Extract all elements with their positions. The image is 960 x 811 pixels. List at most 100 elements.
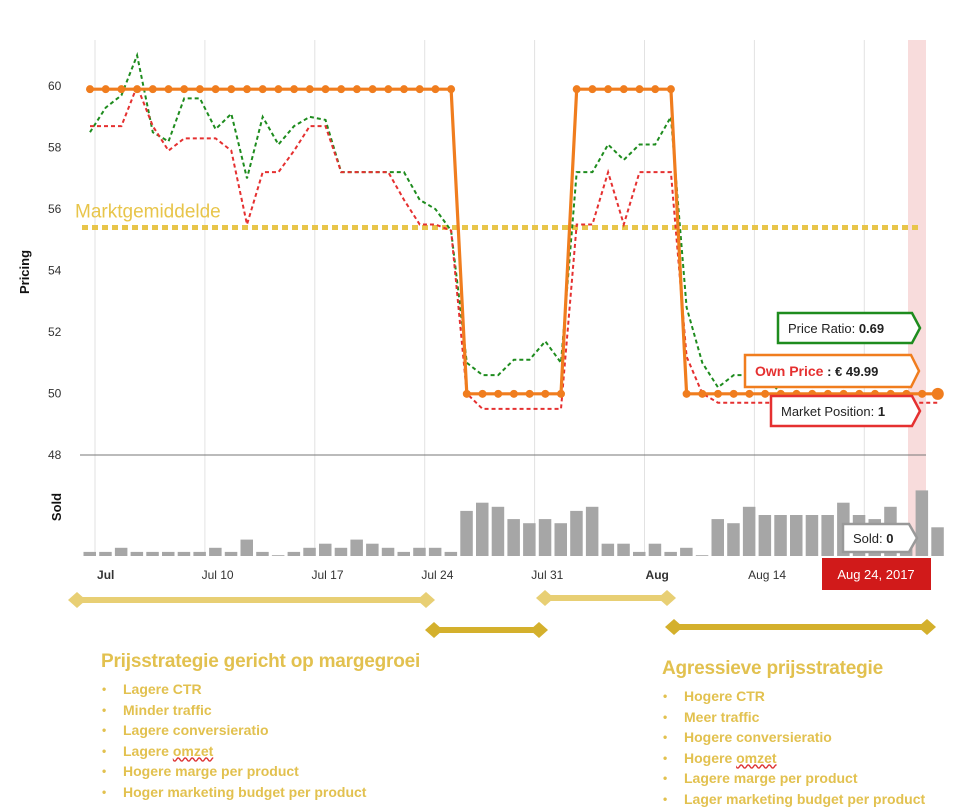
margin-strategy-title: Prijsstrategie gericht op margegroei xyxy=(101,651,421,672)
underlined-word: omzet xyxy=(172,742,214,759)
list-item: Hogere CTR xyxy=(663,686,952,707)
sold-bar xyxy=(774,515,787,556)
sold-bar xyxy=(240,539,253,556)
own-price-point xyxy=(133,85,142,94)
sold-bar xyxy=(350,539,363,556)
y-axis-ticks: 48 50 52 54 56 58 60 xyxy=(48,79,62,462)
sold-tooltip xyxy=(841,522,919,554)
sold-tooltip-text: Sold: 0 xyxy=(853,531,893,546)
y-tick-label: 50 xyxy=(48,387,62,401)
list-item: Hogere conversieratio xyxy=(663,727,952,748)
own-price-point xyxy=(557,389,565,398)
price-ratio-tooltip-part: 0.69 xyxy=(859,321,884,336)
list-item: Hogere omzet xyxy=(663,748,952,769)
own-price-point xyxy=(415,85,424,94)
x-axis-ticks: Jul Jul 10 Jul 17 Jul 24 Jul 31 Aug Aug 14 Aug … xyxy=(97,558,931,590)
sold-bar xyxy=(821,515,834,556)
strategy-arrow-aggressive-2-head-right xyxy=(918,619,936,635)
price-ratio-tooltip xyxy=(776,311,922,345)
strategy-arrow-margin-2-head-left xyxy=(536,590,554,606)
sold-bar xyxy=(444,551,458,556)
sold-bar xyxy=(695,555,709,556)
own-price-point xyxy=(682,389,691,398)
series-line-own-price xyxy=(90,87,938,396)
own-price-point xyxy=(462,389,471,398)
own-price-point xyxy=(509,389,518,398)
strategy-arrow-margin-2-head-right xyxy=(658,590,676,606)
sold-bar xyxy=(193,551,206,556)
own-price-point xyxy=(227,85,236,94)
sold-bar xyxy=(711,519,724,556)
x-tick-label: Jul 31 xyxy=(531,568,563,582)
sold-bar xyxy=(319,543,332,556)
market-average: Marktgemiddelde xyxy=(75,202,918,231)
x-tick-label: Aug xyxy=(646,568,669,582)
sold-tooltip-part: Sold: xyxy=(853,531,886,546)
sold-bar xyxy=(931,527,944,556)
own-price-point xyxy=(447,85,456,94)
own-price-point xyxy=(931,387,944,400)
own-price-point xyxy=(164,85,173,94)
own-price-point xyxy=(368,85,377,94)
own-price-tooltip-part: : € 49.99 xyxy=(823,364,878,379)
sold-bar xyxy=(491,506,505,556)
x-tick-label: Jul xyxy=(97,568,114,582)
list-item: Hogere marge per product xyxy=(102,761,521,782)
list-item: Minder traffic xyxy=(102,700,521,721)
y-tick-label: 54 xyxy=(48,264,62,278)
market-position-tooltip xyxy=(769,394,922,428)
aggressive-strategy-block: Agressieve prijsstrategie Hogere CTR Mee… xyxy=(662,658,952,809)
tooltips: Price Ratio: 0.69 Own Price : € 49.99 Mark… xyxy=(743,311,922,554)
own-price-point xyxy=(714,389,722,398)
strategy-arrow-margin-1-head-right xyxy=(417,592,435,608)
list-item: Hoger marketing budget per product xyxy=(102,782,521,803)
own-price-point xyxy=(541,389,550,398)
own-price-point xyxy=(494,389,503,398)
sold-bar xyxy=(177,551,191,556)
own-price-point xyxy=(698,389,707,398)
strategy-arrow-aggressive-1-head-right xyxy=(530,622,548,638)
sold-bar xyxy=(83,551,96,556)
sold-bar xyxy=(334,547,348,556)
sold-bar xyxy=(570,510,583,556)
market-position-tooltip-part: Market Position: xyxy=(781,404,878,419)
sold-bar xyxy=(680,547,693,556)
market-average-label: Marktgemiddelde xyxy=(75,202,221,223)
list-item: Lagere CTR xyxy=(102,679,521,700)
sold-bars xyxy=(83,490,944,556)
sold-bar xyxy=(114,547,128,556)
underlined-word: omzet xyxy=(736,749,777,766)
sold-bar xyxy=(271,555,285,556)
own-price-point xyxy=(431,85,440,94)
own-price-point xyxy=(635,85,644,94)
own-price-point xyxy=(400,85,408,94)
sold-bar xyxy=(648,543,662,556)
sold-bar xyxy=(366,543,379,556)
sold-bar xyxy=(633,551,646,556)
own-price-point xyxy=(258,85,267,94)
sold-bar xyxy=(397,551,410,556)
sold-bar xyxy=(146,551,159,556)
series-line-price-ratio xyxy=(89,51,938,395)
strategy-arrow-margin-1-head-left xyxy=(68,592,86,608)
own-price-point xyxy=(588,85,597,94)
sold-bar xyxy=(256,551,269,556)
y-tick-label: 60 xyxy=(48,79,62,93)
sold-bar xyxy=(601,543,615,556)
sold-bar xyxy=(507,519,520,556)
sold-bar xyxy=(664,551,677,556)
list-item-text: Lagere xyxy=(123,742,173,759)
own-price-point xyxy=(745,389,754,398)
sold-bar xyxy=(99,551,112,556)
sold-bar xyxy=(727,523,740,556)
y-tick-label: 48 xyxy=(48,448,62,462)
aggressive-strategy-title: Agressieve prijsstrategie xyxy=(662,658,884,679)
own-price-point xyxy=(243,85,251,94)
sold-bar xyxy=(805,515,819,556)
date-badge xyxy=(822,558,931,590)
market-position-tooltip-part: 1 xyxy=(878,404,885,419)
sold-bar xyxy=(790,515,803,556)
sold-bar xyxy=(915,490,929,556)
own-price-point xyxy=(211,85,220,94)
